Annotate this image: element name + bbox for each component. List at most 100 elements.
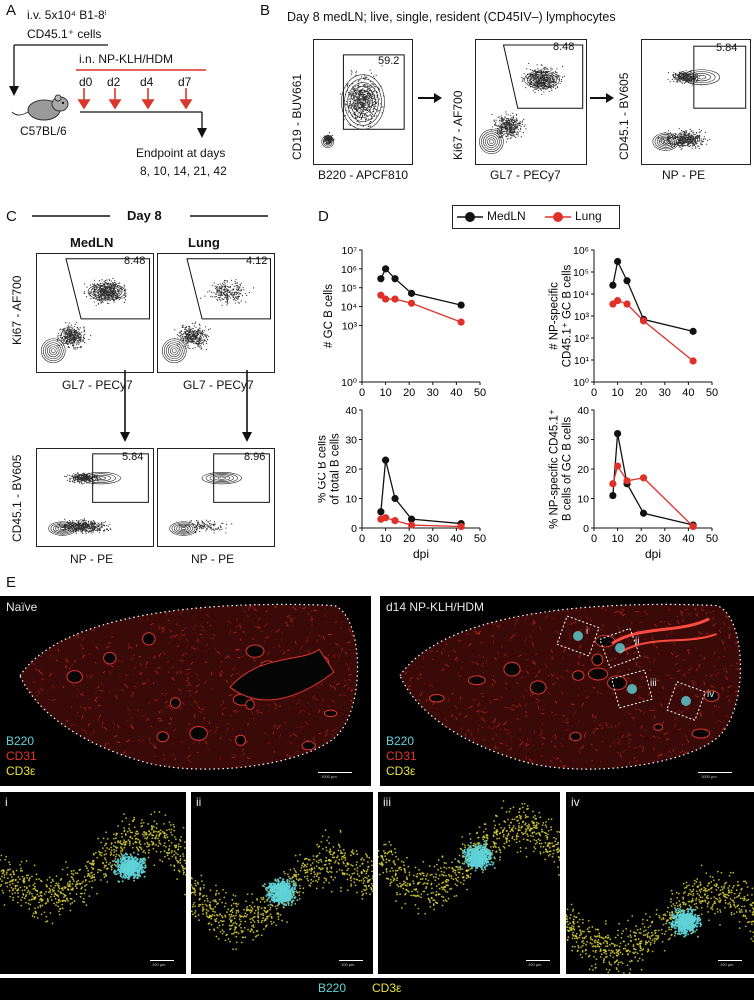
y-tick-label: 10 (345, 494, 357, 506)
scale-bar (526, 960, 550, 961)
chart-2: 0 10 20 30 40 50 10⁰ 10¹ 10² 10³ 10⁴ 10⁵ 10⁶ # NP-spe… (549, 245, 719, 399)
mouse-icon (11, 94, 69, 121)
x-tick-label: 20 (403, 533, 415, 545)
data-point-lung (623, 300, 631, 308)
data-point-medln (609, 491, 617, 500)
c2-xlabel: GL7 - PECy7 (183, 378, 254, 392)
data-point-medln (407, 289, 416, 297)
y-tick-label: 10 (577, 494, 589, 506)
scale-bar-label: 100 µm (528, 962, 542, 967)
scale-bar (318, 772, 352, 773)
scale-bar-label: 1000 µm (321, 774, 337, 779)
zoom-i-label: i (5, 795, 8, 809)
y-tick-label: 20 (345, 464, 357, 476)
x-tick-label: 40 (450, 533, 462, 545)
chart-legend: MedLN Lung (452, 205, 620, 229)
roi-ii: ii (635, 636, 640, 647)
b1-gate: 59.2 (378, 55, 400, 67)
panel-label-d: D (318, 208, 329, 225)
x-tick-label: 0 (359, 387, 365, 399)
x-tick-label: 20 (635, 387, 647, 399)
y-tick-label: 30 (345, 435, 357, 447)
micrograph-d14: d14 NP-KLH/HDM B220 CD31 CD3ε i ii iii i… (380, 596, 754, 786)
arrow-icon (418, 93, 442, 103)
day-d2: d2 (107, 75, 121, 89)
scale-bar-label: 100 µm (152, 962, 166, 967)
flow-plot-c1 (36, 253, 154, 373)
scale-bar (150, 960, 174, 961)
flow-plot-c2 (157, 253, 275, 373)
b1-ylabel: CD19 - BUV661 (290, 73, 304, 160)
y-tick-label: 10⁷ (342, 245, 358, 257)
c1-xlabel: GL7 - PECy7 (62, 378, 133, 392)
c3-gate: 5.84 (122, 451, 144, 463)
d14-title: d14 NP-KLH/HDM (386, 600, 485, 614)
data-point-lung (391, 295, 399, 303)
roi-iv: iv (707, 689, 715, 700)
roi-iii: iii (650, 678, 657, 689)
y-tick-label: 10⁶ (341, 264, 357, 276)
y-tick-label: 10² (574, 333, 590, 345)
data-point-medln (407, 515, 416, 523)
zoom-ii-label: ii (196, 795, 202, 809)
data-point-lung (623, 477, 631, 485)
panel-label-a: A (6, 2, 17, 19)
stain-cd3e: CD3ε (6, 764, 36, 778)
x-axis-label: dpi (413, 547, 429, 561)
b2-xlabel: GL7 - PECy7 (490, 168, 561, 182)
stain-cd3e: CD3ε (386, 764, 416, 778)
x-tick-label: 30 (659, 533, 671, 545)
y-tick-label: 10³ (342, 320, 358, 332)
legend-medln-marker (457, 212, 483, 222)
iv-line2: CD45.1⁺ cells (27, 27, 102, 41)
scale-bar (698, 772, 732, 773)
data-point-medln (623, 277, 631, 285)
arrow-icon (590, 93, 614, 103)
data-point-lung (382, 514, 390, 522)
y-tick-label: 10⁵ (341, 283, 357, 295)
zoom-iv-label: iv (571, 795, 580, 809)
x-tick-label: 10 (611, 533, 623, 545)
flow-plot-b3 (641, 39, 751, 165)
c3-xlabel: NP - PE (70, 552, 114, 566)
zoom-ii: ii 100 µm (191, 792, 373, 974)
flow-plot-c3 (36, 448, 154, 547)
y-tick-label: 10⁴ (573, 289, 589, 301)
data-point-lung (391, 517, 399, 525)
scale-bar (718, 960, 742, 961)
c2-gate: 4.12 (246, 255, 268, 267)
b3-xlabel: NP - PE (662, 168, 706, 182)
y-axis-label: % NP-specific CD45.1⁺ (549, 409, 561, 529)
y-tick-label: 40 (577, 405, 589, 417)
b2-gate: 8.48 (553, 41, 575, 53)
legend-lung: Lung (575, 209, 602, 223)
panel-label-b: B (260, 2, 271, 19)
data-point-lung (639, 474, 648, 482)
x-tick-label: 0 (591, 533, 597, 545)
day-d4: d4 (140, 75, 154, 89)
data-point-lung (407, 521, 416, 529)
data-point-medln (609, 281, 617, 289)
micrograph-naive: Naïve B220 CD31 CD3ε 1000 µm (0, 596, 371, 786)
y-tick-label: 30 (577, 435, 589, 447)
x-tick-label: 40 (450, 387, 462, 399)
stain-b220: B220 (386, 734, 415, 748)
data-point-medln (391, 494, 399, 503)
zoom-iii-label: iii (383, 795, 391, 809)
in-label: i.n. NP-KLH/HDM (79, 52, 174, 66)
x-tick-label: 20 (635, 533, 647, 545)
c4-xlabel: NP - PE (191, 552, 235, 566)
x-axis-label: dpi (645, 547, 661, 561)
c-bot-ylabel: CD45.1 - BV605 (10, 454, 24, 542)
x-tick-label: 40 (682, 533, 694, 545)
bottom-legend-b220: B220 (318, 981, 347, 995)
y-tick-label: 10⁶ (573, 245, 589, 257)
flow-plot-b1 (313, 39, 413, 165)
col-medln: MedLN (70, 235, 114, 250)
data-point-lung (639, 317, 648, 325)
chart-4: 0 10 20 30 40 50 0 10 20 30 40 % NP-specific CD45.1… (549, 405, 719, 561)
down-arrows (120, 370, 252, 442)
col-lung: Lung (188, 235, 220, 250)
data-point-lung (689, 522, 697, 531)
